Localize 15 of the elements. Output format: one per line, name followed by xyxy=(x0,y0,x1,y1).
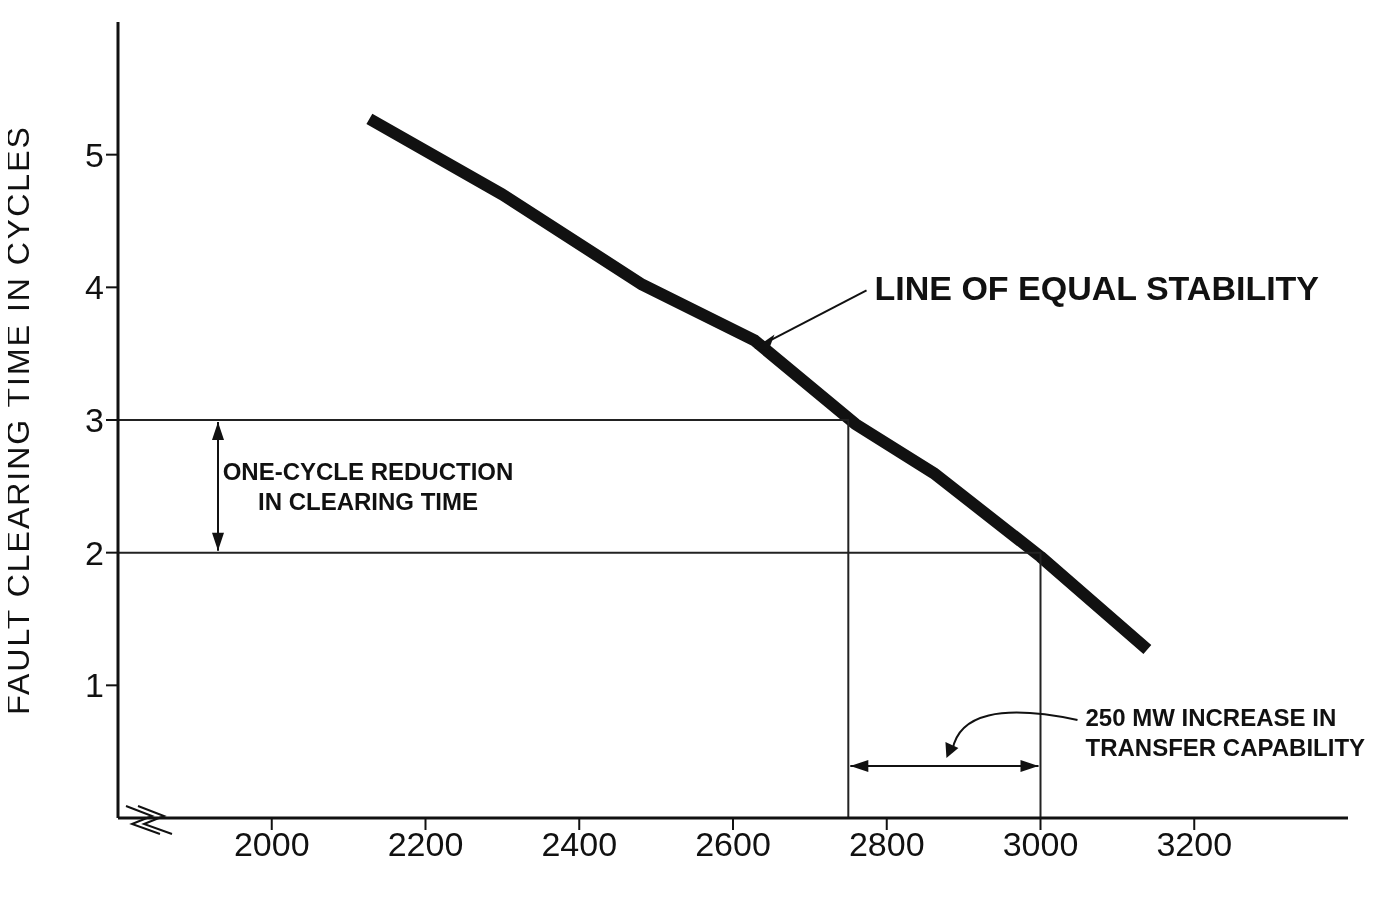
x-tick-label: 2800 xyxy=(848,825,925,864)
annotation: 250 MW INCREASE IN TRANSFER CAPABILITY xyxy=(1085,704,1366,761)
annotation: ONE-CYCLE REDUCTION IN CLEARING TIME xyxy=(222,458,514,516)
x-tick-label: 2200 xyxy=(387,825,464,864)
y-tick-label: 2 xyxy=(85,533,104,572)
x-tick-label: 2400 xyxy=(541,825,618,864)
x-tick-label: 3000 xyxy=(1002,825,1079,864)
y-tick-label: 3 xyxy=(85,401,104,440)
y-tick-label: 1 xyxy=(85,666,104,705)
x-tick-label: 3200 xyxy=(1156,825,1233,864)
annotation: LINE OF EQUAL STABILITY xyxy=(874,269,1320,308)
x-tick-label: 2600 xyxy=(695,825,771,864)
x-tick-label: 2000 xyxy=(233,825,310,864)
y-tick-label: 4 xyxy=(85,268,104,307)
y-tick-label: 5 xyxy=(85,135,104,174)
